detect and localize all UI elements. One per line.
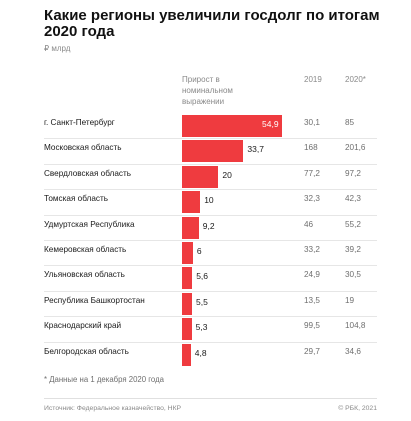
region-label: Краснодарский край [44, 321, 122, 331]
region-label: Удмуртская Республика [44, 219, 135, 229]
chart-row: Свердловская область 20 77,2 97,2 [0, 163, 411, 188]
debt-2020-value: 85 [345, 118, 355, 127]
debt-2019-value: 30,1 [304, 118, 320, 127]
growth-value-label: 5,5 [196, 296, 208, 307]
debt-2020-value: 97,2 [345, 168, 361, 178]
debt-2020-value: 30,5 [345, 270, 361, 280]
region-label: Ульяновская область [44, 270, 125, 280]
row-divider [44, 316, 377, 318]
region-label: Белгородская область [44, 346, 129, 356]
region-label: г. Санкт-Петербург [44, 118, 115, 127]
growth-bar [182, 216, 199, 239]
region-label: Московская область [44, 143, 122, 153]
row-divider [44, 138, 377, 140]
growth-value-label: 20 [222, 169, 232, 180]
growth-value-label: 33,7 [247, 144, 264, 155]
debt-2020-value: 201,6 [345, 143, 366, 153]
debt-2020-value: 34,6 [345, 346, 361, 356]
growth-bar [182, 242, 193, 264]
region-label: Республика Башкортостан [44, 295, 145, 305]
chart-row: Кемеровская область 6 33,2 39,2 [0, 240, 411, 264]
source-text: Источник: Федеральное казначейство, НКР [44, 405, 182, 412]
debt-2019-value: 32,3 [304, 194, 320, 204]
chart-row: Белгородская область 4,8 29,7 34,6 [0, 341, 411, 366]
chart-row: Московская область 33,7 168 201,6 [0, 138, 411, 163]
debt-2020-value: 104,8 [345, 321, 366, 331]
debt-2019-value: 46 [304, 219, 314, 229]
growth-bar [182, 140, 244, 163]
growth-value-label: 9,2 [202, 220, 215, 231]
row-divider [44, 214, 377, 216]
footer-divider [44, 398, 377, 399]
column-header-2019: 2019 [304, 75, 322, 84]
growth-bar [182, 343, 191, 366]
debt-2019-value: 13,5 [304, 295, 320, 305]
chart-row: г. Санкт-Петербург 54,9 30,1 85 [0, 113, 411, 137]
debt-2019-value: 29,7 [304, 346, 320, 356]
debt-2020-value: 42,3 [345, 194, 361, 204]
debt-2019-value: 33,2 [304, 245, 320, 254]
debt-2019-value: 77,2 [304, 168, 320, 178]
row-divider [44, 189, 377, 191]
row-divider [44, 290, 377, 292]
chart-title: Какие регионы увеличили госдолг по итога… [44, 7, 380, 40]
chart-row: Удмуртская Республика 9,2 46 55,2 [0, 214, 411, 239]
debt-2020-value: 19 [345, 295, 355, 305]
region-label: Свердловская область [44, 168, 131, 178]
row-divider [44, 341, 377, 343]
growth-bar [182, 165, 219, 188]
unit-label: ₽ млрд [44, 44, 71, 53]
row-divider [44, 240, 377, 241]
row-divider [44, 265, 377, 267]
debt-2019-value: 99,5 [304, 321, 320, 331]
growth-value-label: 10 [204, 195, 214, 206]
debt-2019-value: 24,9 [304, 270, 320, 280]
growth-value-label: 5,6 [196, 271, 209, 282]
chart-row: Краснодарский край 5,3 99,5 104,8 [0, 316, 411, 341]
growth-bar [182, 115, 282, 137]
column-header-2020: 2020* [345, 75, 366, 84]
debt-2019-value: 168 [304, 143, 318, 153]
chart-row: Ульяновская область 5,6 24,9 30,5 [0, 265, 411, 290]
footnote: * Данные на 1 декабря 2020 года [44, 375, 164, 384]
debt-2020-value: 39,2 [345, 245, 361, 254]
growth-value-label: 4,8 [194, 347, 207, 358]
chart-row: Республика Башкортостан 5,5 13,5 19 [0, 290, 411, 315]
growth-bar [182, 267, 193, 290]
row-divider [44, 163, 377, 165]
chart-row: Томская область 10 32,3 42,3 [0, 189, 411, 214]
region-label: Томская область [44, 194, 108, 204]
growth-bar [182, 292, 193, 315]
growth-bar [182, 318, 192, 341]
growth-bar [182, 191, 201, 214]
growth-value-label: 5,3 [195, 322, 208, 333]
copyright-text: © РБК, 2021 [338, 405, 377, 412]
region-label: Кемеровская область [44, 245, 127, 254]
column-header-growth: Прирост в номинальном выражении [182, 75, 233, 106]
growth-value-label: 54,9 [262, 119, 279, 129]
debt-2020-value: 55,2 [345, 219, 361, 229]
growth-value-label: 6 [196, 246, 202, 256]
